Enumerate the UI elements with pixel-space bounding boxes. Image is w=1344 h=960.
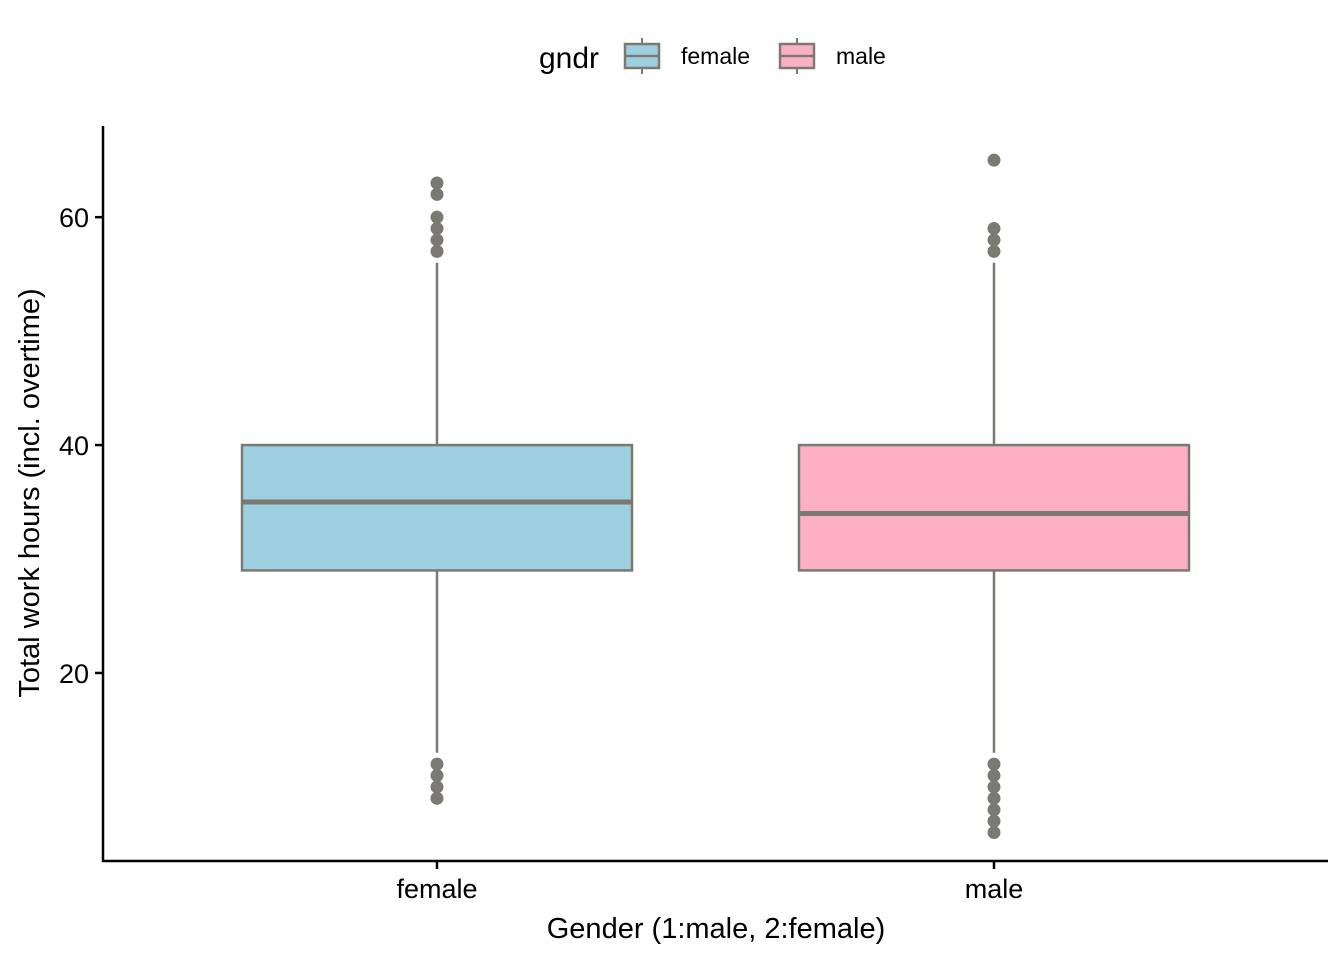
- legend-entry-female: female: [623, 38, 750, 74]
- x-axis-ticks: female male: [396, 861, 1023, 904]
- outlier-point: [430, 780, 444, 794]
- outlier-point: [987, 803, 1001, 817]
- legend-label-male: male: [836, 43, 886, 69]
- y-axis-title: Total work hours (incl. overtime): [14, 288, 46, 697]
- outlier-point: [987, 233, 1001, 247]
- outlier-point: [430, 233, 444, 247]
- x-tick-label: male: [965, 874, 1024, 904]
- y-tick-label: 40: [59, 431, 89, 461]
- legend-title: gndr: [539, 42, 599, 75]
- outlier-point: [430, 769, 444, 783]
- y-tick-label: 20: [59, 659, 89, 689]
- legend-label-female: female: [681, 43, 750, 69]
- outlier-point: [987, 153, 1001, 167]
- outlier-point: [987, 244, 1001, 258]
- outlier-point: [430, 222, 444, 236]
- box-iqr: [797, 443, 1191, 572]
- outlier-point: [987, 222, 1001, 236]
- y-axis-ticks: 20 40 60: [59, 203, 103, 689]
- outlier-point: [430, 176, 444, 190]
- boxes: [240, 153, 1191, 840]
- outlier-point: [430, 210, 444, 224]
- y-tick-label: 60: [59, 203, 89, 233]
- outlier-point: [430, 187, 444, 201]
- box-iqr: [240, 443, 634, 572]
- legend-entry-male: male: [778, 38, 886, 74]
- outlier-point: [430, 244, 444, 258]
- outlier-point: [987, 791, 1001, 805]
- outlier-point: [987, 826, 1001, 840]
- x-tick-label: female: [396, 874, 477, 904]
- outlier-point: [987, 757, 1001, 771]
- box-female: [240, 176, 634, 805]
- outlier-point: [430, 791, 444, 805]
- outlier-point: [987, 814, 1001, 828]
- outlier-point: [987, 780, 1001, 794]
- legend: gndr female male: [539, 38, 886, 75]
- outlier-point: [987, 769, 1001, 783]
- box-male: [797, 153, 1191, 840]
- x-axis-title: Gender (1:male, 2:female): [547, 913, 885, 945]
- outlier-point: [430, 757, 444, 771]
